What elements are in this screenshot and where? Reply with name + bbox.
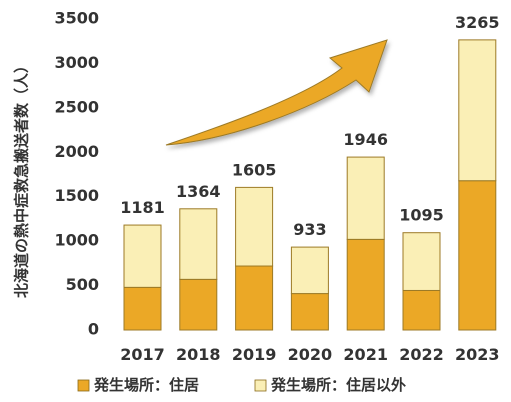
bar-segment-residence	[346, 238, 385, 331]
x-tick-label: 2017	[120, 345, 165, 364]
legend-swatch-residence	[77, 379, 90, 392]
bar-segment-non-residence	[402, 232, 441, 291]
bar-segment-non-residence	[179, 208, 218, 280]
bar-segment-non-residence	[290, 246, 329, 295]
x-tick-label: 2020	[288, 345, 333, 364]
bar-segment-residence	[179, 278, 218, 331]
trend-arrow	[165, 39, 388, 146]
bar-segment-non-residence	[346, 156, 385, 240]
bar-segment-residence	[290, 293, 329, 331]
legend-label-non-residence: 発生場所：住居以外	[270, 376, 406, 394]
y-tick-label: 2000	[54, 142, 99, 161]
bar-segment-residence	[123, 286, 162, 331]
legend-swatch-non-residence	[254, 379, 267, 392]
y-tick-label: 3500	[54, 9, 99, 28]
bar-total-label: 3265	[455, 13, 500, 32]
bar-total-label: 1605	[232, 160, 277, 179]
total-labels: 1181 1364 1605 933 1946 1095 3265	[120, 13, 499, 239]
x-tick-label: 2018	[176, 345, 221, 364]
y-tick-label: 500	[66, 275, 99, 294]
x-tick-label: 2023	[455, 345, 500, 364]
bar-segment-non-residence	[235, 186, 274, 267]
bar-total-label: 1095	[399, 206, 444, 225]
y-tick-label: 2500	[54, 97, 99, 116]
bar-total-label: 1364	[176, 182, 221, 201]
x-tick-label: 2021	[343, 345, 388, 364]
x-tick-label: 2019	[232, 345, 277, 364]
y-tick-label: 3000	[54, 53, 99, 72]
bars	[123, 39, 497, 331]
bar-segment-non-residence	[458, 39, 497, 182]
y-tick-label: 1000	[54, 231, 99, 250]
bar-segment-residence	[402, 289, 441, 331]
y-tick-label: 1500	[54, 186, 99, 205]
y-tick-labels: 0 500 1000 1500 2000 2500 3000 3500	[54, 9, 99, 339]
y-tick-label: 0	[88, 320, 99, 339]
bar-segment-non-residence	[123, 224, 162, 288]
x-tick-labels: 2017 2018 2019 2020 2021 2022 2023	[120, 345, 499, 364]
x-tick-label: 2022	[399, 345, 444, 364]
bar-segment-residence	[458, 180, 497, 331]
legend-label-residence: 発生場所：住居	[93, 376, 199, 394]
legend: 発生場所：住居 発生場所：住居以外	[77, 376, 406, 394]
bar-segment-residence	[235, 265, 274, 331]
trend-arrow-layer	[165, 39, 388, 146]
bar-total-label: 933	[293, 220, 326, 239]
bar-total-label: 1181	[120, 198, 165, 217]
y-axis-title: 北海道の熱中症救急搬送者数（人）	[13, 58, 31, 298]
bar-total-label: 1946	[343, 130, 388, 149]
